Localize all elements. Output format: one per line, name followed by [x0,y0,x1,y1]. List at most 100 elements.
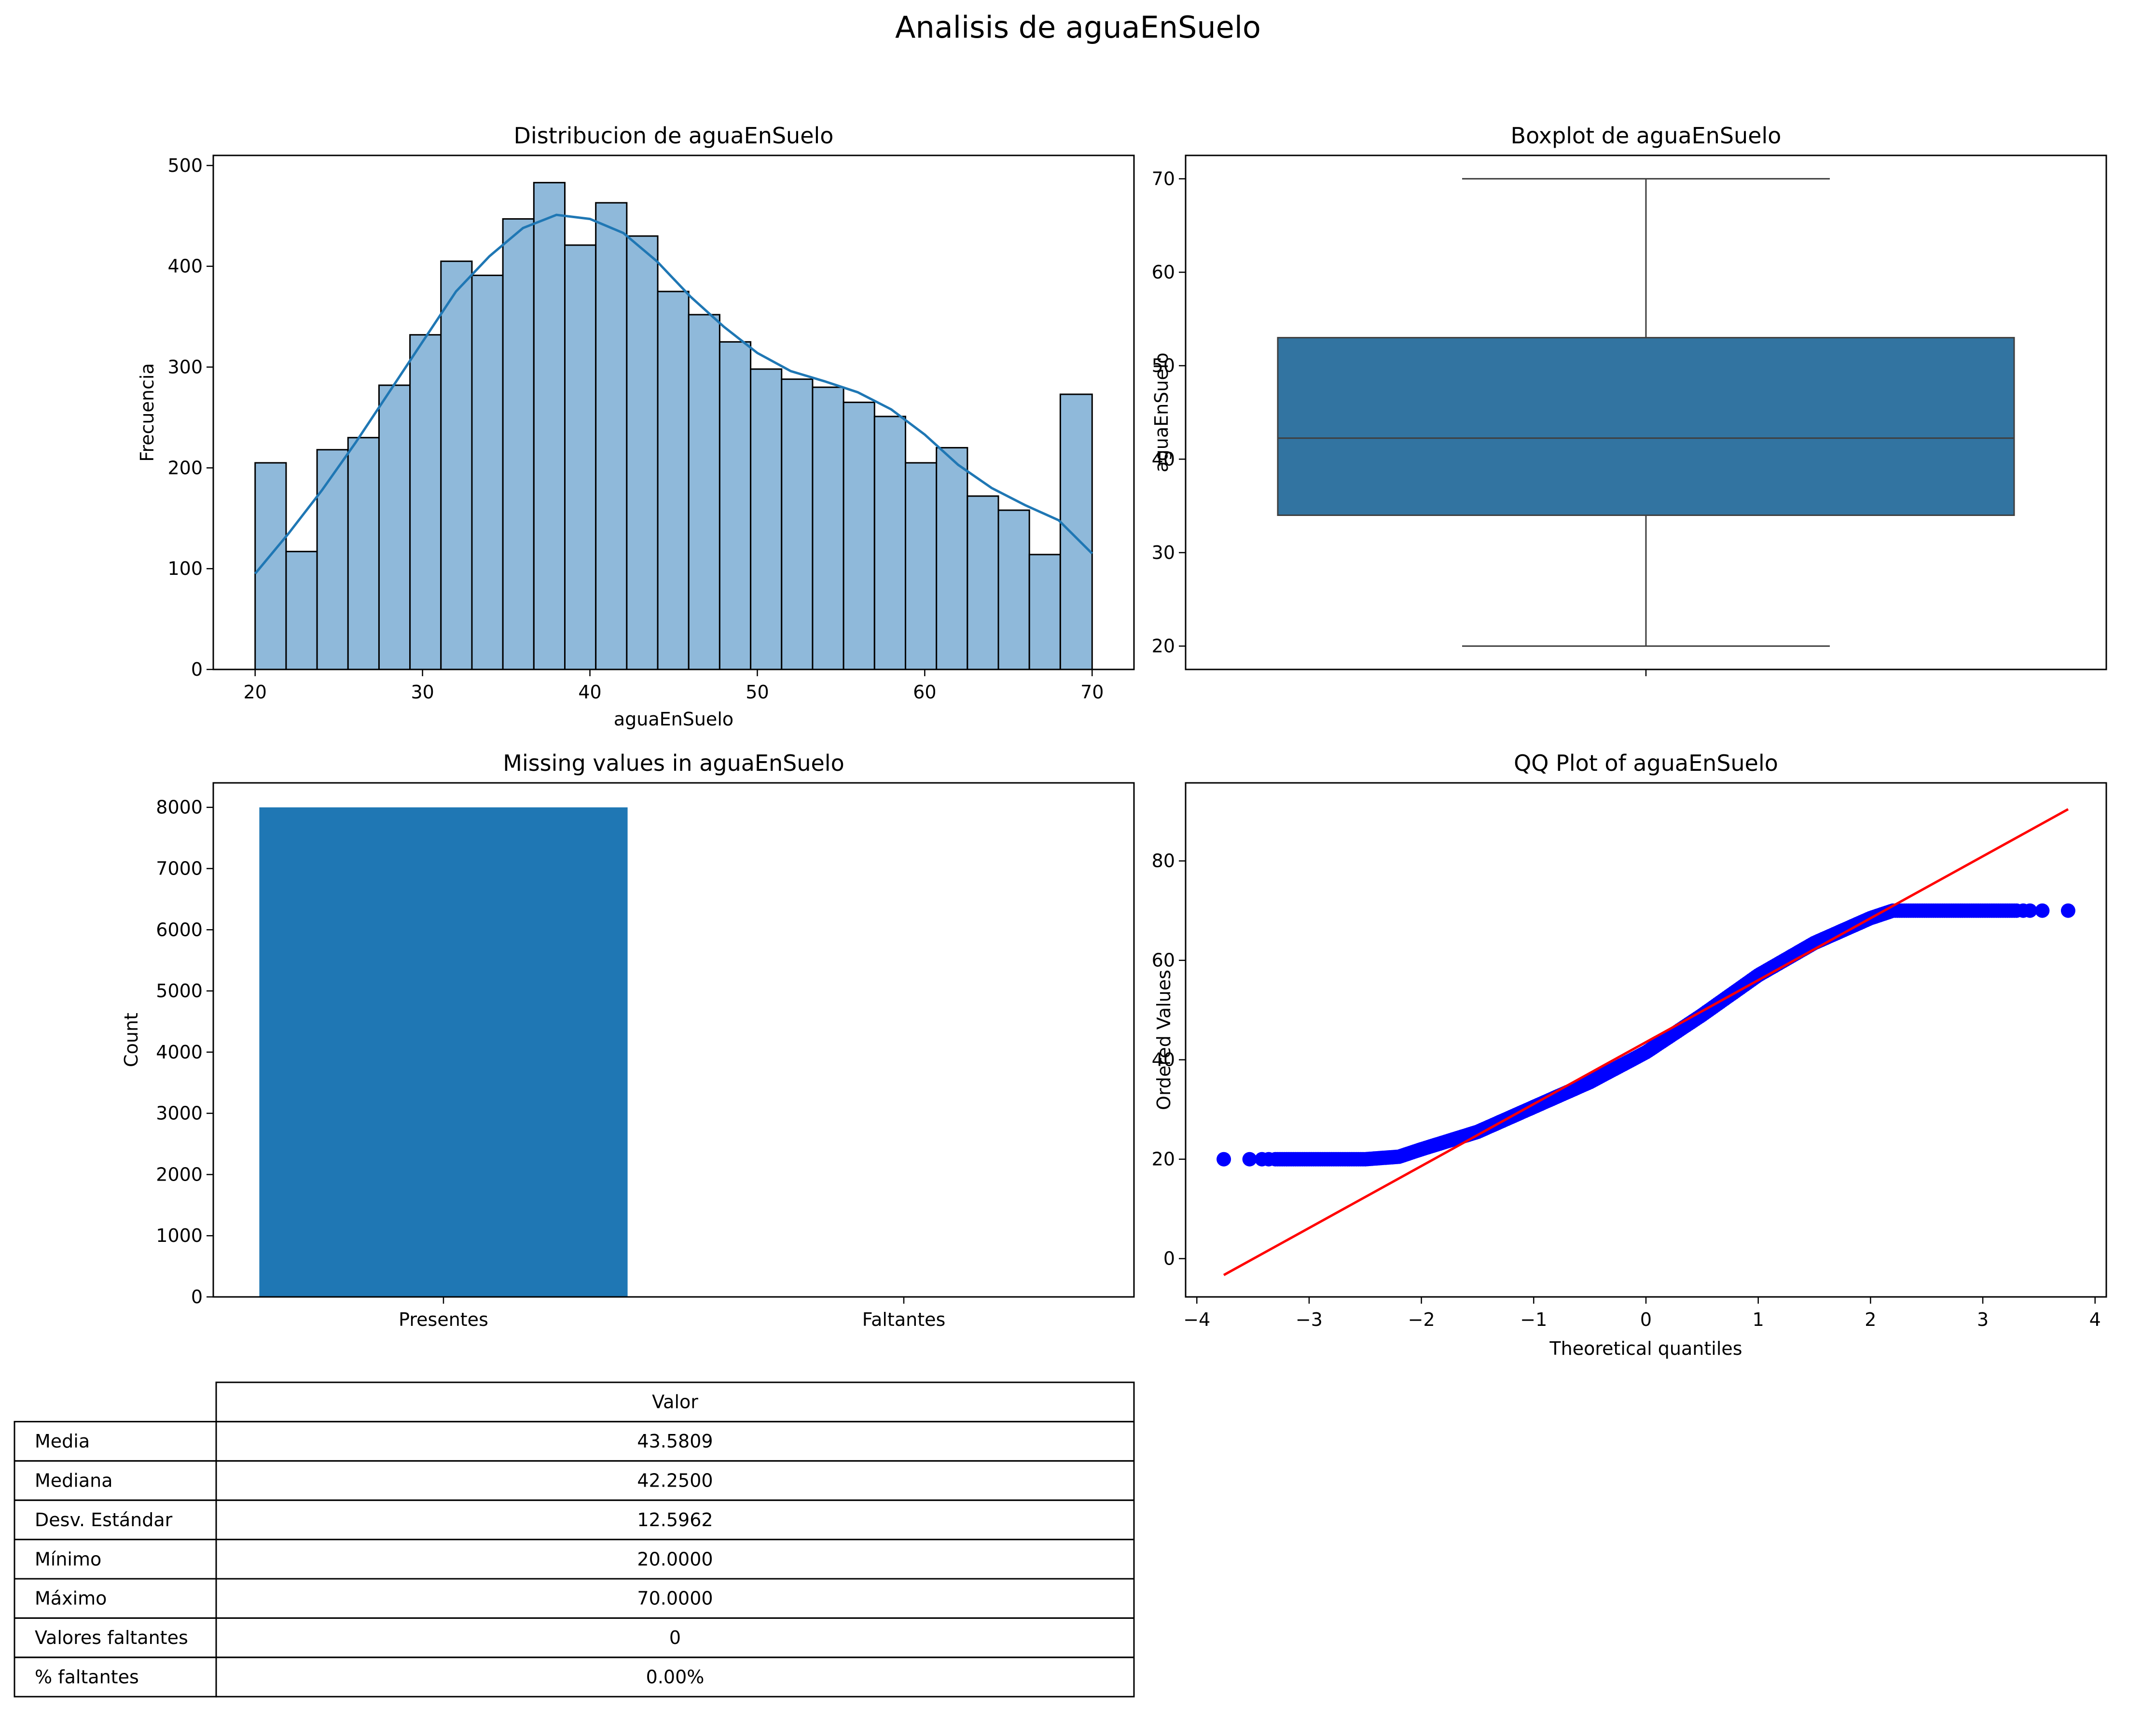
stats-table-header: Valor [652,1392,698,1413]
histogram-bar [471,275,504,670]
histogram-bar [347,437,380,670]
histogram-title: Distribucion de aguaEnSuelo [514,123,834,149]
histogram-bar [904,462,938,670]
qq-point [2060,903,2075,918]
boxplot-ytick-label: 50 [1152,355,1175,376]
boxplot-ytick-label: 20 [1152,636,1175,657]
qq-plot-xtick-label: 3 [1977,1309,1989,1330]
missing-values-ytick-label: 7000 [156,858,203,879]
boxplot-ytick-label: 40 [1152,448,1175,470]
boxplot-ytick-label: 30 [1152,542,1175,563]
qq-plot-xtick-label: −4 [1183,1309,1210,1330]
histogram-bar [378,384,411,670]
missing-values-ytick-label: 2000 [156,1164,203,1185]
qq-plot-xtick-label: −3 [1296,1309,1323,1330]
histogram-bar [1059,393,1093,670]
stats-table-row-label: Valores faltantes [35,1627,188,1648]
kde-curve [254,213,1093,575]
stats-table-row-value: 20.0000 [637,1548,713,1570]
stats-table-row-label: Mediana [35,1470,113,1491]
boxplot-title: Boxplot de aguaEnSuelo [1511,123,1782,149]
qq-plot-ytick-label: 0 [1163,1248,1175,1269]
histogram-bar [936,447,968,670]
histogram-bar [254,462,287,670]
missing-values-axes-frame [212,782,1135,1298]
stats-table-row-value: 0 [669,1627,681,1648]
missing-values-ytick-label: 0 [191,1286,203,1308]
interquartile-box [1277,337,2015,516]
qq-reference-line [1223,808,2069,1276]
missing-values-y-axis-label: Count [121,1013,142,1067]
missing-values-ytick-label: 4000 [156,1042,203,1063]
qq-point [2022,903,2037,918]
histogram-ytick-label: 0 [191,659,203,680]
qq-plot-ytick-label: 60 [1152,950,1175,971]
qq-plot-xtick-label: −1 [1520,1309,1547,1330]
qq-plot-panel: QQ Plot of aguaEnSuelo Theoretical quant… [1152,750,2107,1359]
histogram-ytick-label: 100 [167,558,203,579]
stats-table-row-value: 43.5809 [637,1431,713,1452]
stats-table-row-value: 42.2500 [637,1470,713,1491]
histogram-bar [285,551,318,670]
stats-table-row-label: Media [35,1431,90,1452]
qq-plot-x-axis-label: Theoretical quantiles [1549,1338,1742,1359]
histogram-ytick-label: 500 [167,155,203,176]
qq-point [1216,1152,1231,1167]
missing-values-ytick-label: 5000 [156,980,203,1002]
histogram-xtick-label: 40 [578,682,601,703]
histogram-bar [440,260,473,670]
qq-plot-xtick-label: 4 [2089,1309,2101,1330]
figure-title: Analisis de aguaEnSuelo [895,10,1261,45]
stats-table-row-label: Mínimo [35,1548,101,1570]
histogram-xtick-label: 20 [244,682,267,703]
histogram-ytick-label: 300 [167,357,203,378]
histogram-bar [595,202,628,670]
histogram-xtick-label: 60 [913,682,936,703]
histogram-axes-frame [212,154,1135,670]
missing-values-panel: Missing values in aguaEnSuelo Count Pres… [121,750,1135,1330]
histogram-bar [719,341,752,670]
qq-plot-ytick-label: 80 [1152,850,1175,872]
missing-values-title: Missing values in aguaEnSuelo [503,750,844,776]
histogram-bar [688,314,720,670]
qq-plot-xtick-label: 1 [1753,1309,1764,1330]
qq-plot-xtick-label: −2 [1408,1309,1435,1330]
missing-values-category-label: Faltantes [862,1309,946,1330]
qq-point [1242,1152,1257,1167]
histogram-x-axis-label: aguaEnSuelo [614,709,733,730]
stats-table-row-label: Máximo [35,1588,107,1609]
qq-plot-y-axis-label: Ordered Values [1153,970,1175,1110]
missing-values-ytick-label: 8000 [156,797,203,818]
boxplot-y-axis-label: aguaEnSuelo [1151,352,1172,472]
histogram-bar [1028,554,1061,670]
histogram-bar [873,416,906,670]
qq-point [2035,903,2050,918]
histogram-xtick-label: 30 [411,682,434,703]
histogram-bar [750,368,783,670]
histogram-bar [564,244,597,670]
histogram-bar [781,378,814,670]
histogram-xtick-label: 50 [746,682,769,703]
stats-table-row-value: 70.0000 [637,1588,713,1609]
qq-point [1261,1152,1276,1167]
histogram-ytick-label: 400 [167,256,203,277]
qq-plot-xtick-label: 2 [1865,1309,1876,1330]
histogram-panel: Distribucion de aguaEnSuelo aguaEnSuelo … [137,123,1135,730]
histogram-bar [812,386,844,670]
histogram-bar [316,449,349,670]
qq-plot-ytick-label: 20 [1152,1149,1175,1170]
histogram-y-axis-label: Frecuencia [137,363,158,461]
missing-values-ytick-label: 6000 [156,919,203,940]
stats-table-row-value: 12.5962 [637,1509,713,1531]
histogram-xtick-label: 70 [1080,682,1104,703]
histogram-bar [997,509,1030,670]
histogram-bar [533,181,566,670]
qq-plot-title: QQ Plot of aguaEnSuelo [1514,750,1778,776]
histogram-bar [502,218,535,670]
missing-values-ytick-label: 1000 [156,1225,203,1246]
histogram-bar [626,235,659,670]
stats-table-row-value: 0.00% [646,1667,705,1688]
boxplot-ytick-label: 70 [1152,168,1175,189]
histogram-bar [657,291,690,670]
